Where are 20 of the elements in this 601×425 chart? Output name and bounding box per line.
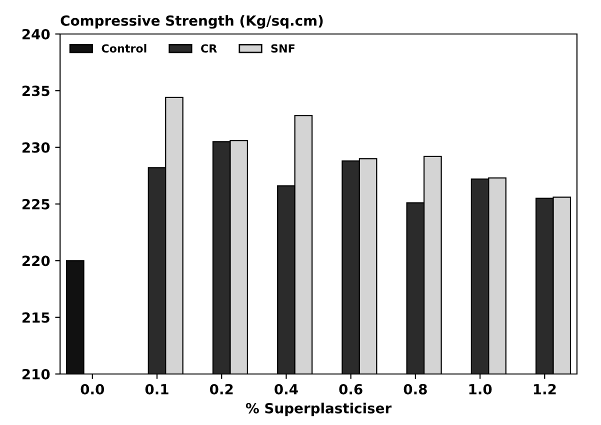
y-tick-label: 220	[22, 256, 50, 266]
x-tick-label: 0.2	[210, 384, 233, 394]
legend-label: Control	[102, 44, 146, 53]
y-tick-label: 225	[22, 198, 50, 210]
y-tick-label: 230	[22, 142, 50, 153]
x-tick-label: 0.0	[80, 384, 104, 394]
legend-label: SNF	[271, 44, 294, 53]
y-tick-label: 210	[22, 368, 50, 380]
x-tick-label: 1.2	[534, 384, 556, 394]
y-tick-label: 240	[22, 28, 50, 40]
legend-label: CR	[201, 44, 217, 53]
x-tick-label: 0.1	[145, 384, 168, 394]
chart-title: Compressive Strength (Kg/sq.cm)	[60, 15, 323, 29]
x-tick-label: 0.6	[339, 384, 362, 394]
x-axis-title: % Superplasticiser	[246, 402, 392, 416]
x-tick-label: 1.0	[469, 384, 492, 394]
y-tick-label: 235	[22, 86, 50, 96]
y-tick-label: 215	[22, 312, 50, 323]
x-tick-label: 0.8	[404, 384, 427, 394]
x-tick-label: 0.4	[274, 384, 298, 394]
